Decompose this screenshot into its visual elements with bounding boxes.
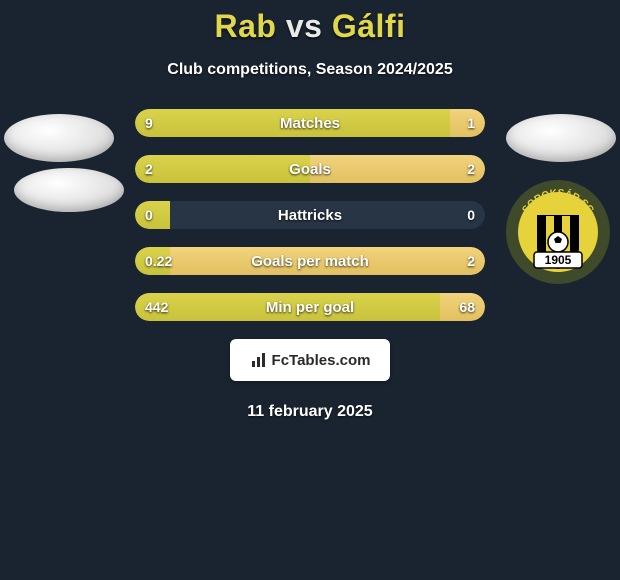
site-attribution: FcTables.com	[230, 339, 390, 381]
bar-chart-icon	[250, 351, 268, 369]
stat-value-left: 442	[145, 293, 168, 321]
stat-value-right: 0	[467, 201, 475, 229]
stat-value-left: 0	[145, 201, 153, 229]
stat-row-hattricks: 0 Hattricks 0	[135, 201, 485, 229]
subtitle: Club competitions, Season 2024/2025	[0, 61, 620, 79]
stat-value-right: 2	[467, 247, 475, 275]
stat-row-matches: 9 Matches 1	[135, 109, 485, 137]
site-label: FcTables.com	[272, 352, 371, 369]
stat-label: Hattricks	[135, 201, 485, 229]
stat-value-left: 9	[145, 109, 153, 137]
stat-value-right: 68	[459, 293, 475, 321]
stat-row-gpm: 0.22 Goals per match 2	[135, 247, 485, 275]
stat-fill-left	[135, 155, 310, 183]
compare-chart: 9 Matches 1 2 Goals 2 0 Hattricks 0 0.22…	[0, 109, 620, 321]
title-player2: Gálfi	[332, 8, 406, 44]
stat-value-right: 2	[467, 155, 475, 183]
date-label: 11 february 2025	[0, 403, 620, 421]
page-title: Rab vs Gálfi	[0, 0, 620, 45]
stat-fill-right	[170, 247, 485, 275]
stat-fill-left	[135, 293, 440, 321]
title-vs: vs	[286, 8, 323, 44]
stat-fill-right	[310, 155, 485, 183]
stat-value-left: 2	[145, 155, 153, 183]
title-player1: Rab	[215, 8, 277, 44]
stat-row-goals: 2 Goals 2	[135, 155, 485, 183]
stat-value-right: 1	[467, 109, 475, 137]
stat-fill-left	[135, 109, 450, 137]
stat-value-left: 0.22	[145, 247, 172, 275]
stat-row-mpg: 442 Min per goal 68	[135, 293, 485, 321]
